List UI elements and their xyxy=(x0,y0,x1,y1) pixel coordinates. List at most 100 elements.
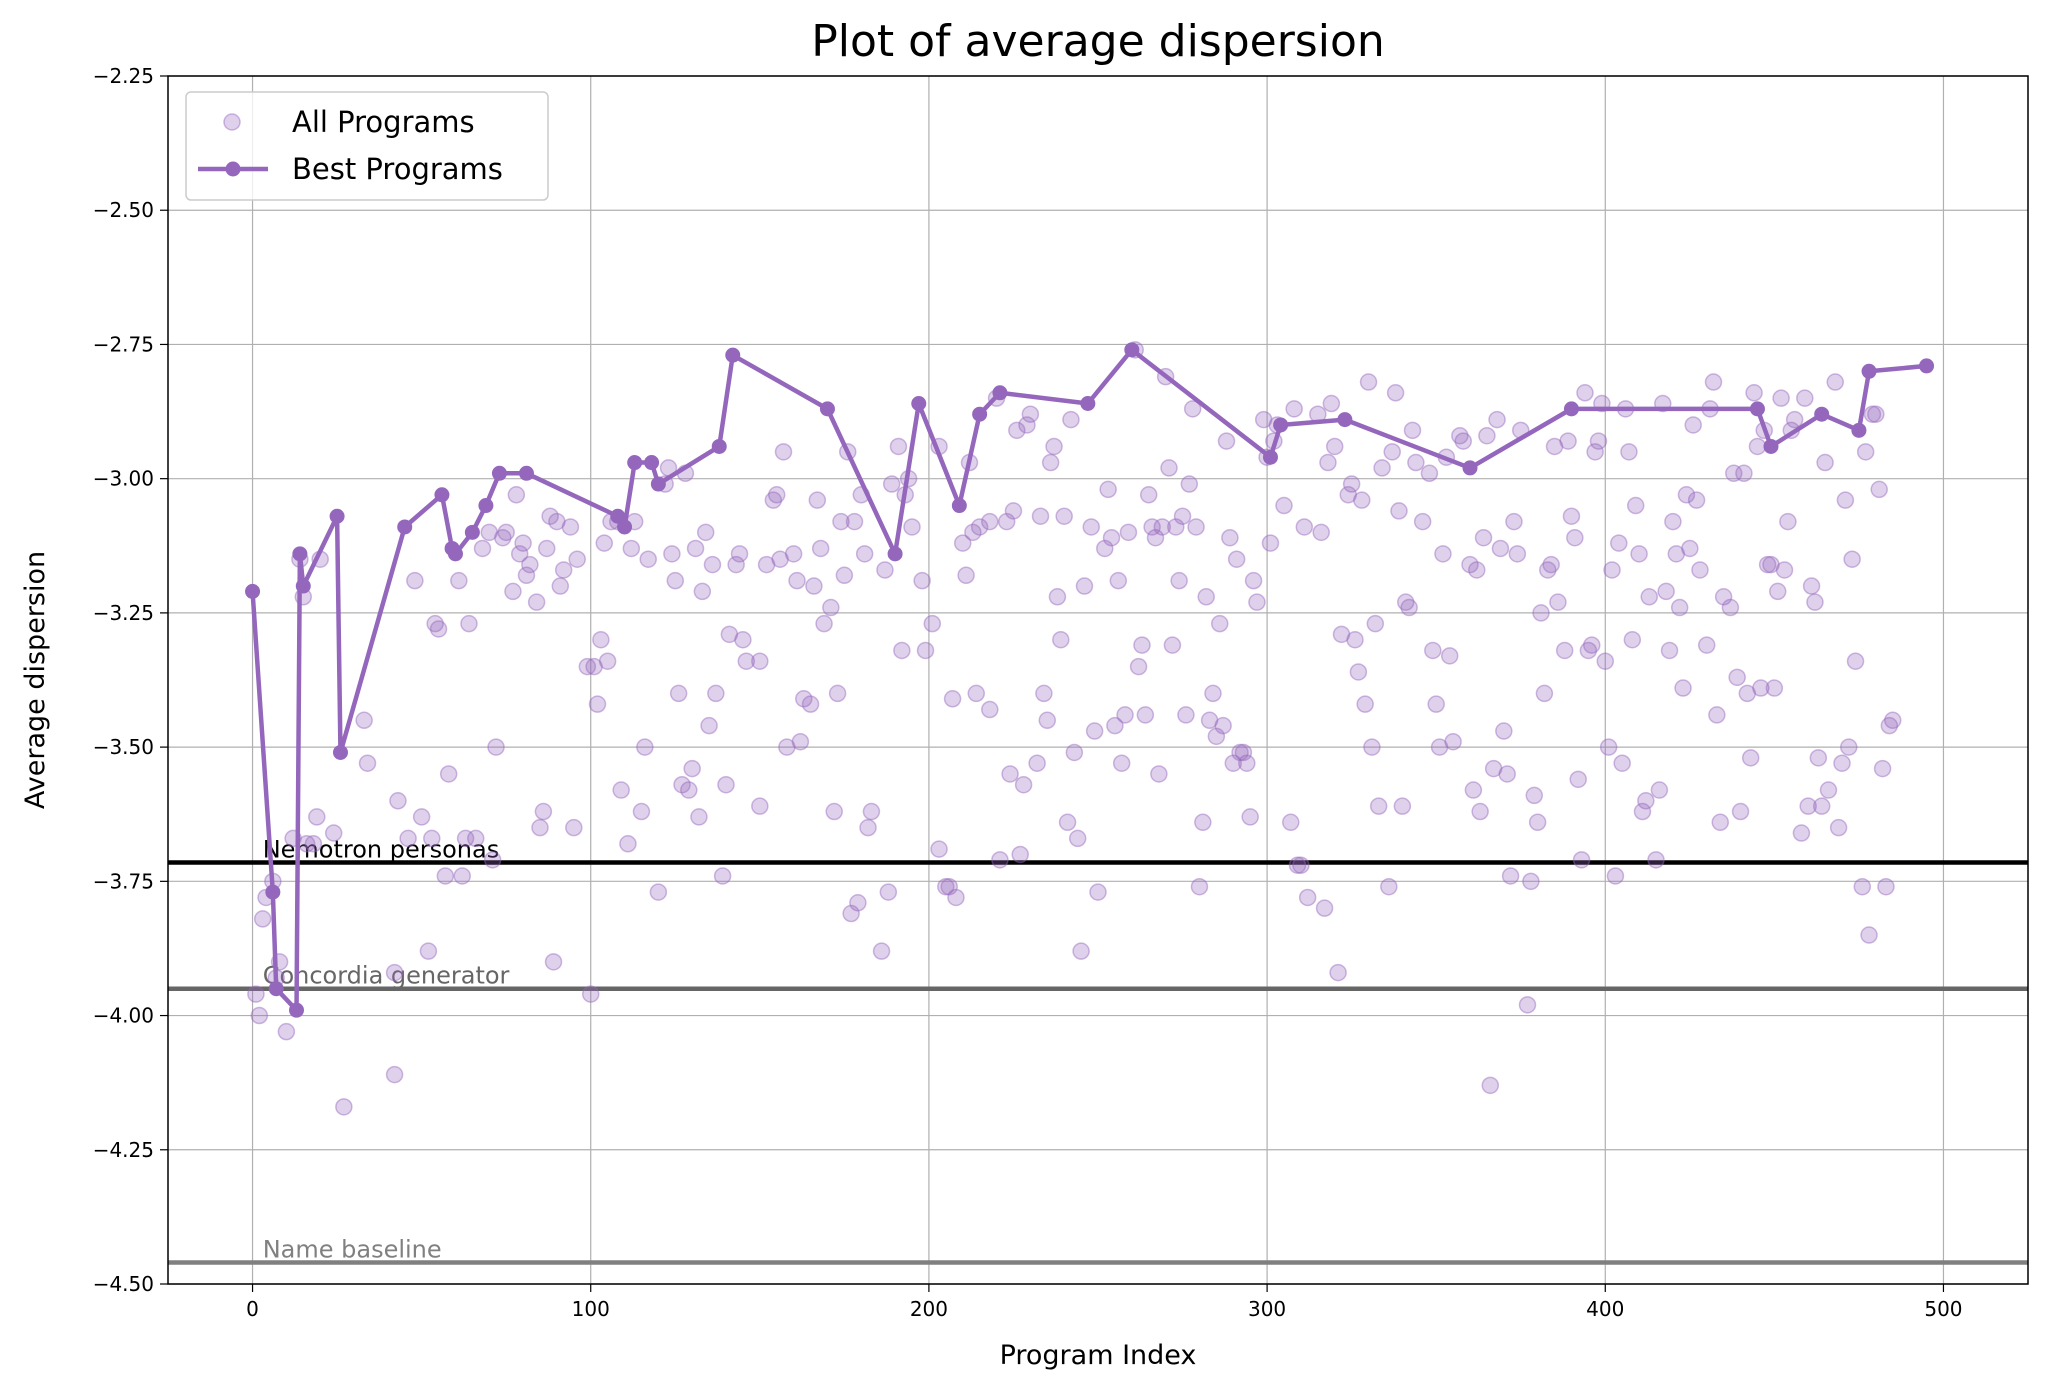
scatter-point xyxy=(1687,491,1706,509)
scatter-point xyxy=(1194,813,1212,832)
scatter-point xyxy=(1714,588,1733,606)
scatter-point xyxy=(1549,593,1567,611)
scatter-point xyxy=(639,550,657,568)
scatter-point xyxy=(1542,555,1560,574)
best-program-point xyxy=(711,438,727,454)
scatter-point xyxy=(751,652,769,670)
scatter-point xyxy=(588,695,607,713)
scatter-point xyxy=(1670,598,1689,617)
scatter-point xyxy=(1349,663,1368,681)
scatter-point xyxy=(1863,405,1882,423)
scatter-point xyxy=(893,641,911,660)
scatter-point xyxy=(247,985,265,1003)
scatter-point xyxy=(504,582,522,601)
scatter-point xyxy=(1238,754,1256,772)
scatter-point xyxy=(1068,829,1087,848)
scatter-point xyxy=(561,518,580,536)
scatter-point xyxy=(1484,759,1503,778)
y-tick-label: −2.25 xyxy=(93,64,154,88)
scatter-point xyxy=(1846,652,1865,670)
best-programs-line xyxy=(250,347,1927,1013)
scatter-point xyxy=(663,545,681,563)
scatter-point xyxy=(703,555,722,574)
scatter-point xyxy=(1221,528,1239,547)
scatter-point xyxy=(541,507,559,525)
scatter-point xyxy=(1576,384,1594,402)
scatter-point xyxy=(767,486,786,504)
scatter-point xyxy=(1640,588,1658,606)
y-tick-label: −3.00 xyxy=(93,467,154,491)
scatter-point xyxy=(1197,588,1215,606)
scatter-point xyxy=(791,732,810,751)
concordia-generator-label: Concordia generator xyxy=(263,962,510,990)
scatter-point xyxy=(385,1065,404,1084)
scatter-point xyxy=(1096,539,1114,558)
scatter-point xyxy=(717,775,735,794)
scatter-point xyxy=(801,695,820,713)
legend: All Programs Best Programs xyxy=(185,91,549,201)
scatter-point xyxy=(1112,754,1131,772)
best-program-point xyxy=(518,465,534,481)
scatter-point xyxy=(487,738,505,756)
scatter-point xyxy=(399,829,417,848)
scatter-point xyxy=(1170,571,1188,590)
scatter-point xyxy=(1292,856,1310,874)
scatter-point xyxy=(1295,518,1314,536)
scatter-point xyxy=(517,566,536,585)
scatter-point xyxy=(1322,394,1341,413)
scatter-point xyxy=(1650,781,1669,799)
scatter-point xyxy=(855,545,874,563)
scatter-point xyxy=(1501,867,1520,885)
scatter-point xyxy=(1315,899,1334,917)
y-tick-label: −2.50 xyxy=(93,198,154,222)
scatter-point xyxy=(1373,459,1391,477)
scatter-point xyxy=(1606,867,1625,885)
all-programs-points xyxy=(247,341,1902,1116)
scatter-point xyxy=(1011,845,1029,864)
best-program-point xyxy=(289,1002,305,1018)
scatter-point xyxy=(1779,512,1797,531)
scatter-point xyxy=(1758,555,1777,574)
scatter-point xyxy=(879,883,898,901)
scatter-point xyxy=(1393,797,1412,815)
scatter-point xyxy=(1444,732,1462,751)
scatter-point xyxy=(1518,996,1537,1014)
best-program-point xyxy=(1851,422,1867,438)
scatter-point xyxy=(534,802,553,821)
scatter-point xyxy=(1386,384,1405,402)
scatter-point xyxy=(842,904,860,923)
scatter-point xyxy=(324,824,343,842)
scatter-point xyxy=(253,910,272,928)
scatter-point xyxy=(1711,813,1730,832)
scatter-point xyxy=(1052,630,1070,649)
scatter-point xyxy=(1413,512,1432,531)
scatter-point xyxy=(592,630,610,649)
scatter-point xyxy=(1853,877,1872,896)
scatter-point xyxy=(1031,507,1050,525)
scatter-point xyxy=(720,625,739,644)
scatter-point xyxy=(581,985,600,1003)
x-axis-label: Program Index xyxy=(1000,1340,1197,1371)
scatter-point xyxy=(544,953,563,971)
scatter-point xyxy=(595,534,614,552)
x-tick-label: 100 xyxy=(572,1297,610,1321)
scatter-point xyxy=(538,539,556,558)
scatter-point xyxy=(622,539,641,558)
scatter-point xyxy=(1856,443,1875,461)
scatter-point xyxy=(696,523,715,542)
scatter-point xyxy=(1353,491,1371,509)
scatter-point xyxy=(1369,797,1388,815)
scatter-point xyxy=(1254,410,1273,429)
scatter-point xyxy=(1224,754,1243,772)
nemotron-personas-label: Nemotron personas xyxy=(263,836,500,864)
best-program-point xyxy=(295,578,311,594)
scatter-point xyxy=(1630,545,1648,563)
scatter-point xyxy=(1424,641,1442,660)
scatter-point xyxy=(450,571,468,590)
scatter-point xyxy=(1586,443,1604,461)
x-tick-label: 200 xyxy=(910,1297,948,1321)
scatter-point xyxy=(1173,507,1192,525)
scatter-point xyxy=(1802,577,1821,595)
scatter-point xyxy=(1288,856,1307,874)
scatter-point xyxy=(412,808,431,826)
